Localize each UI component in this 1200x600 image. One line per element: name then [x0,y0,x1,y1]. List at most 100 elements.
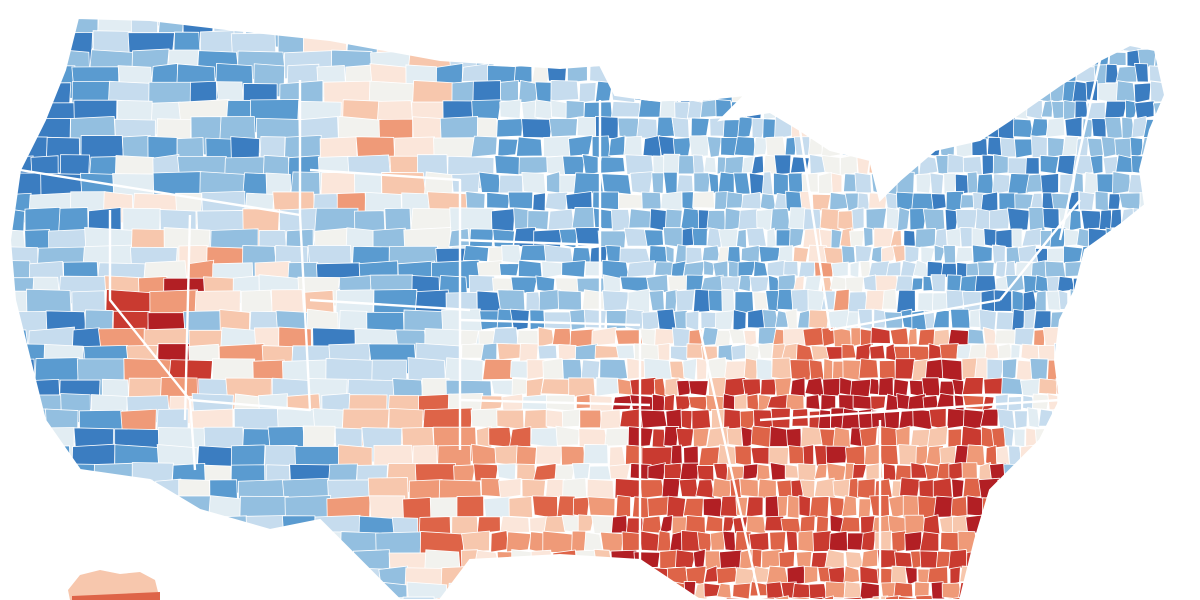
county [807,65,824,85]
county [828,530,849,552]
county [962,64,978,83]
county [861,530,877,552]
county [760,48,777,68]
county [997,514,1020,535]
county [779,32,800,52]
county [832,597,848,600]
county [774,192,788,212]
state-border [189,214,312,412]
county [968,0,983,14]
county [1070,568,1085,584]
county [1093,344,1116,360]
county [802,444,815,466]
county [1156,581,1165,599]
county [63,530,107,569]
county [469,228,495,247]
county [10,118,28,156]
county [786,427,802,448]
state-border [108,210,197,471]
county [1034,290,1047,314]
county [628,208,653,229]
offshore-region-lower [72,592,160,600]
county [65,477,96,514]
county [714,52,729,67]
county [282,548,316,586]
county [966,171,979,194]
county [690,117,710,137]
county [982,326,999,345]
county [1068,495,1086,517]
county [1132,496,1148,516]
county [1000,568,1014,586]
county [599,50,630,65]
county [550,99,569,119]
county [759,193,777,212]
county [661,581,675,600]
county [1080,549,1100,570]
county [914,581,930,597]
county [926,425,949,449]
state-border [1058,59,1102,241]
county [824,549,845,570]
county [1079,581,1092,598]
county [1146,494,1159,519]
county [797,530,816,553]
county [1072,80,1088,104]
county [451,173,481,193]
county [818,171,833,194]
county [591,135,612,158]
county [629,394,656,411]
county [896,206,911,232]
county [518,79,537,104]
county [722,530,737,552]
county [769,462,787,481]
county [1091,118,1107,138]
county [923,463,940,481]
county [1162,290,1165,313]
county [1014,193,1034,210]
county [1129,245,1149,262]
county [1043,477,1063,499]
county [1004,260,1016,278]
county [888,49,902,68]
county [792,583,812,600]
county [483,496,511,519]
county [1080,18,1102,35]
county [500,79,519,102]
county [928,407,947,430]
county [947,153,966,174]
county [1173,118,1191,138]
county [610,209,632,232]
county [737,260,757,277]
county [861,548,878,568]
county [692,288,711,313]
county [1090,262,1113,278]
county [1031,581,1050,597]
county [833,288,850,312]
county [1125,462,1141,481]
county [1189,551,1200,568]
county [1033,310,1052,330]
county [601,173,632,195]
county [652,50,668,66]
county [680,207,701,231]
county [993,595,1011,600]
county [663,595,682,600]
county [989,532,1011,552]
county [1176,275,1193,290]
county [939,445,957,464]
county [491,208,516,232]
county [1130,155,1148,175]
county [854,172,872,194]
county [532,495,559,520]
county [850,83,863,103]
county [1190,15,1200,32]
county [743,357,758,382]
county [382,18,416,27]
county [1115,65,1138,83]
county [1078,191,1095,211]
county [591,514,615,535]
county [1089,154,1104,175]
county [1044,260,1067,279]
